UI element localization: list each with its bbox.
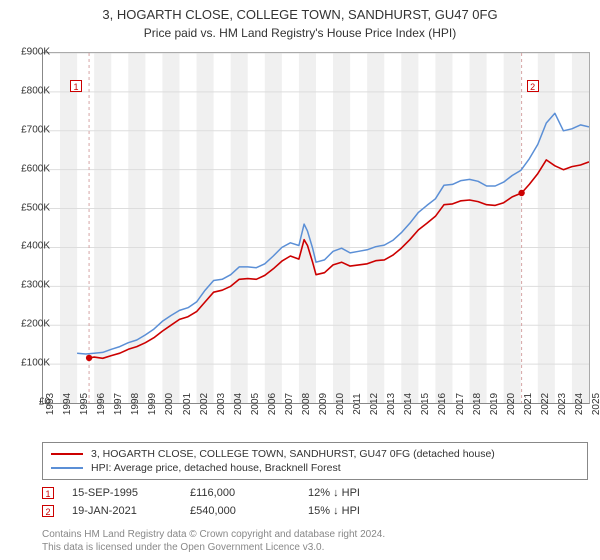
transaction-price: £116,000	[190, 487, 290, 499]
x-tick-label: 2012	[369, 393, 380, 415]
x-tick-label: 2009	[318, 393, 329, 415]
y-tick-label: £100K	[21, 358, 50, 369]
y-tick-label: £400K	[21, 241, 50, 252]
x-tick-label: 1995	[79, 393, 90, 415]
x-tick-label: 2023	[557, 393, 568, 415]
transaction-table: 1 15-SEP-1995 £116,000 12% ↓ HPI 2 19-JA…	[42, 484, 408, 520]
y-tick-label: £800K	[21, 85, 50, 96]
chart-subtitle: Price paid vs. HM Land Registry's House …	[0, 24, 600, 40]
footer-line-1: Contains HM Land Registry data © Crown c…	[42, 528, 385, 541]
transaction-marker-2: 2	[42, 505, 54, 517]
transaction-date: 15-SEP-1995	[72, 487, 172, 499]
x-tick-label: 2000	[164, 393, 175, 415]
x-tick-label: 2019	[489, 393, 500, 415]
transaction-row: 2 19-JAN-2021 £540,000 15% ↓ HPI	[42, 502, 408, 520]
x-tick-label: 2005	[250, 393, 261, 415]
x-tick-label: 1993	[45, 393, 56, 415]
x-tick-label: 2015	[420, 393, 431, 415]
x-tick-label: 2017	[455, 393, 466, 415]
x-tick-label: 1994	[62, 393, 73, 415]
transaction-diff: 12% ↓ HPI	[308, 487, 408, 499]
y-tick-label: £600K	[21, 163, 50, 174]
x-tick-label: 2008	[301, 393, 312, 415]
legend-item-hpi: HPI: Average price, detached house, Brac…	[51, 461, 579, 475]
x-tick-label: 2006	[267, 393, 278, 415]
chart-marker-box: 2	[527, 80, 539, 92]
x-tick-label: 1998	[130, 393, 141, 415]
chart-container: 3, HOGARTH CLOSE, COLLEGE TOWN, SANDHURS…	[0, 0, 600, 560]
chart-title: 3, HOGARTH CLOSE, COLLEGE TOWN, SANDHURS…	[0, 0, 600, 24]
chart-svg	[43, 53, 589, 403]
x-tick-label: 2022	[540, 393, 551, 415]
x-tick-label: 2016	[437, 393, 448, 415]
legend-label-property: 3, HOGARTH CLOSE, COLLEGE TOWN, SANDHURS…	[91, 448, 495, 460]
legend-swatch-property	[51, 453, 83, 455]
y-tick-label: £300K	[21, 280, 50, 291]
x-tick-label: 2001	[182, 393, 193, 415]
x-tick-label: 1996	[96, 393, 107, 415]
y-tick-label: £500K	[21, 202, 50, 213]
x-tick-label: 2007	[284, 393, 295, 415]
y-tick-label: £200K	[21, 319, 50, 330]
x-tick-label: 2018	[472, 393, 483, 415]
transaction-row: 1 15-SEP-1995 £116,000 12% ↓ HPI	[42, 484, 408, 502]
footer-text: Contains HM Land Registry data © Crown c…	[42, 528, 385, 554]
x-tick-label: 2003	[216, 393, 227, 415]
x-tick-label: 1997	[113, 393, 124, 415]
footer-line-2: This data is licensed under the Open Gov…	[42, 541, 385, 554]
transaction-price: £540,000	[190, 505, 290, 517]
x-tick-label: 2002	[199, 393, 210, 415]
chart-marker-box: 1	[70, 80, 82, 92]
x-tick-label: 1999	[147, 393, 158, 415]
plot-area	[42, 52, 590, 404]
y-tick-label: £700K	[21, 124, 50, 135]
transaction-marker-1: 1	[42, 487, 54, 499]
legend-box: 3, HOGARTH CLOSE, COLLEGE TOWN, SANDHURS…	[42, 442, 588, 480]
x-tick-label: 2020	[506, 393, 517, 415]
y-tick-label: £900K	[21, 47, 50, 58]
transaction-diff: 15% ↓ HPI	[308, 505, 408, 517]
transaction-date: 19-JAN-2021	[72, 505, 172, 517]
x-tick-label: 2011	[352, 393, 363, 415]
x-tick-label: 2013	[386, 393, 397, 415]
legend-item-property: 3, HOGARTH CLOSE, COLLEGE TOWN, SANDHURS…	[51, 447, 579, 461]
x-tick-label: 2004	[233, 393, 244, 415]
legend-swatch-hpi	[51, 467, 83, 469]
x-tick-label: 2025	[591, 393, 600, 415]
legend-label-hpi: HPI: Average price, detached house, Brac…	[91, 462, 341, 474]
x-tick-label: 2010	[335, 393, 346, 415]
x-tick-label: 2021	[523, 393, 534, 415]
x-tick-label: 2014	[403, 393, 414, 415]
x-tick-label: 2024	[574, 393, 585, 415]
